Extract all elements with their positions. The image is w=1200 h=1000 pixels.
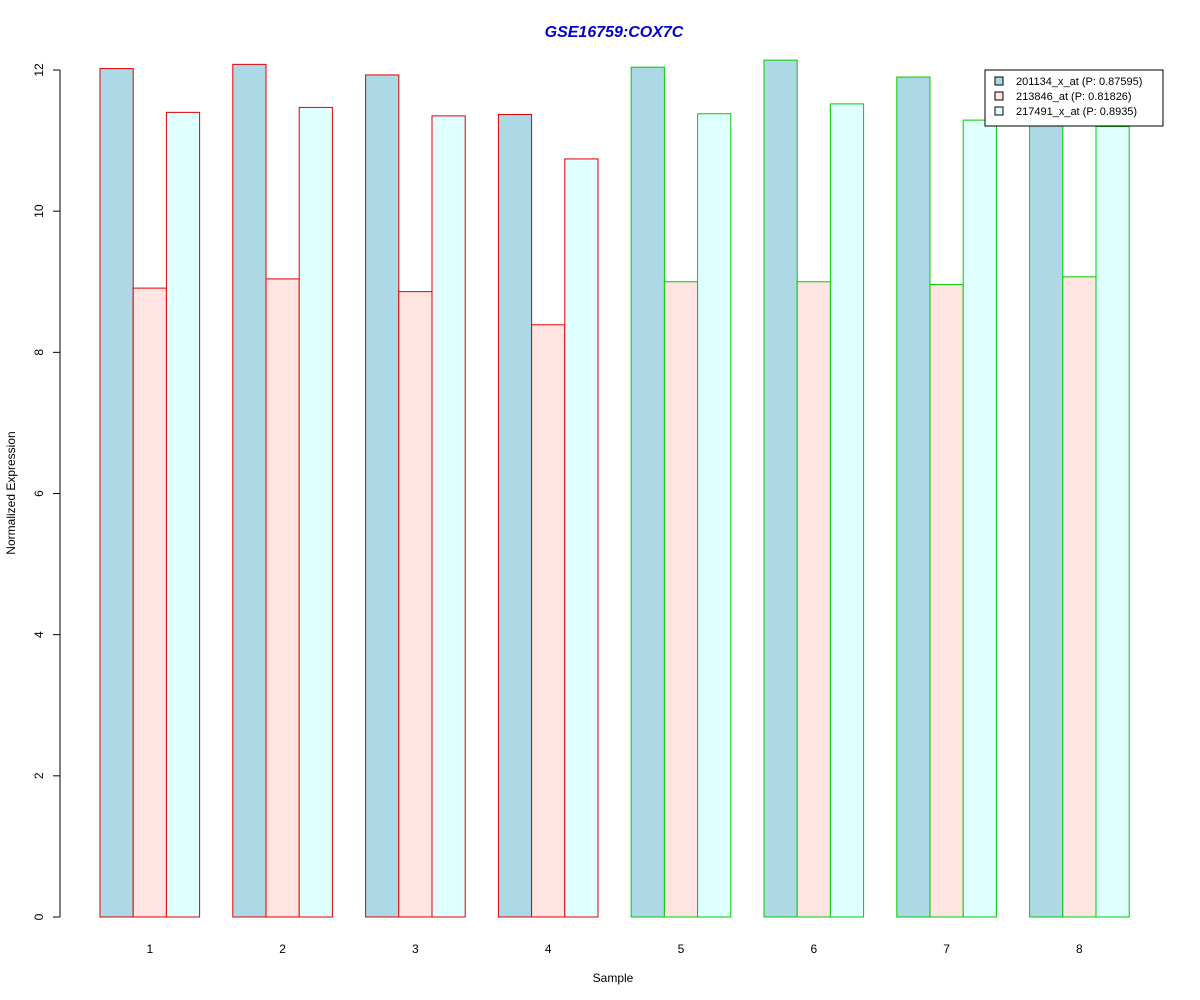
legend-swatch — [994, 76, 1004, 86]
bar — [1029, 83, 1064, 918]
y-axis-label: Normalized Expression — [4, 431, 18, 554]
bar — [165, 111, 201, 918]
x-tick-label: 7 — [943, 942, 950, 956]
bar — [962, 119, 997, 918]
legend-swatch — [994, 106, 1004, 116]
y-tick-label: 2 — [32, 772, 46, 779]
x-tick-label: 1 — [146, 942, 153, 956]
bar-group — [497, 113, 599, 918]
bar — [896, 76, 931, 918]
x-tick-label: 8 — [1076, 942, 1083, 956]
bar — [497, 113, 533, 918]
bar — [630, 66, 665, 918]
bar-group — [896, 76, 997, 918]
bar — [431, 115, 466, 918]
x-tick-label: 4 — [545, 942, 552, 956]
bar — [929, 284, 964, 918]
bar — [132, 287, 167, 918]
bar-group — [365, 74, 466, 918]
bar — [99, 68, 134, 918]
y-tick-label: 0 — [32, 913, 46, 920]
legend-swatch — [994, 91, 1004, 101]
bar — [398, 291, 433, 918]
x-tick-label: 5 — [678, 942, 685, 956]
bar-group — [763, 59, 865, 918]
bar — [265, 278, 300, 918]
x-axis-ticks: 1 2 3 4 5 6 7 8 — [146, 942, 1083, 956]
legend-entry: 201134_x_at (P: 0.87595) — [1016, 76, 1142, 88]
bar — [531, 324, 566, 918]
bar — [564, 158, 599, 918]
y-tick-label: 4 — [32, 631, 46, 638]
x-tick-label: 3 — [412, 942, 419, 956]
bar-group — [99, 68, 201, 918]
x-tick-label: 6 — [810, 942, 817, 956]
x-tick-label: 2 — [279, 942, 286, 956]
bar — [697, 113, 732, 918]
bar-group — [1029, 83, 1130, 918]
bar — [365, 74, 400, 918]
y-tick-label: 10 — [32, 204, 46, 218]
y-tick-label: 8 — [32, 349, 46, 356]
legend-box — [984, 69, 1164, 127]
bar — [298, 106, 333, 918]
bar — [1062, 276, 1097, 918]
y-tick-label: 12 — [32, 63, 46, 77]
bar-group — [232, 63, 333, 918]
y-tick-label: 6 — [32, 490, 46, 497]
bar — [232, 63, 267, 918]
bar-group — [630, 66, 732, 918]
legend: 201134_x_at (P: 0.87595) 213846_at (P: 0.… — [984, 69, 1164, 127]
bar — [1095, 125, 1130, 918]
bars — [99, 59, 1130, 918]
bar — [663, 281, 699, 918]
bar — [829, 103, 865, 918]
chart-title: GSE16759:COX7C — [545, 24, 684, 41]
bar — [796, 281, 831, 918]
x-axis-label: Sample — [593, 971, 634, 985]
y-axis: 0 2 4 6 8 10 12 — [32, 63, 61, 920]
bar — [763, 59, 798, 918]
legend-entry: 213846_at (P: 0.81826) — [1016, 91, 1132, 103]
legend-entry: 217491_x_at (P: 0.8935) — [1016, 106, 1137, 118]
